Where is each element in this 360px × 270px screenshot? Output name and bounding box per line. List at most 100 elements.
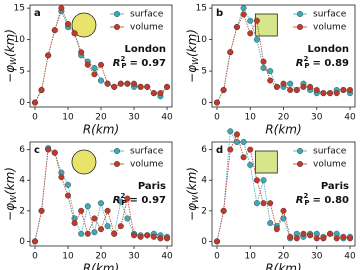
data-point <box>97 61 104 68</box>
data-point <box>84 203 91 210</box>
y-label-sub: W <box>191 194 200 203</box>
legend-label: surface <box>313 147 347 157</box>
data-point <box>273 226 280 233</box>
data-point <box>157 90 164 97</box>
data-point <box>97 226 104 233</box>
data-point <box>253 200 260 207</box>
x-axis-label: R(km) <box>83 262 119 270</box>
city-label: Paris <box>138 181 166 192</box>
legend-label: surface <box>130 10 164 20</box>
fit-sup: 2 <box>303 192 308 200</box>
legend-marker <box>113 160 120 167</box>
data-point <box>124 195 131 202</box>
x-axis-label: R(km) <box>83 123 119 137</box>
data-point <box>240 11 247 18</box>
data-point <box>287 80 294 87</box>
data-point <box>45 52 52 59</box>
x-tick-label: 20 <box>95 252 107 262</box>
data-point <box>104 223 111 230</box>
data-point <box>340 86 347 93</box>
data-point <box>280 80 287 87</box>
data-point <box>144 83 151 90</box>
data-point <box>111 230 118 237</box>
x-tick-label: 10 <box>245 113 257 123</box>
y-label-unit: (km) <box>185 29 199 57</box>
legend-marker <box>297 24 304 31</box>
data-point <box>327 90 334 97</box>
y-tick-label: 10 <box>14 35 26 45</box>
y-tick-label: 4 <box>201 176 207 186</box>
data-point <box>213 238 220 245</box>
data-point <box>267 200 274 207</box>
fit-value: = 0.97 <box>129 58 166 69</box>
data-point <box>31 99 38 106</box>
data-point <box>64 20 71 27</box>
data-point <box>131 232 138 239</box>
x-tick-label: 0 <box>214 252 220 262</box>
x-tick-label: 20 <box>95 113 107 123</box>
data-point <box>333 235 340 242</box>
data-point <box>84 230 91 237</box>
data-point <box>150 233 157 240</box>
x-tick-label: 0 <box>32 252 38 262</box>
y-label-unit: (km) <box>3 29 17 57</box>
fit-sub: P <box>304 62 309 70</box>
data-point <box>220 207 227 214</box>
legend-marker <box>297 10 304 17</box>
legend-marker <box>297 147 304 154</box>
data-point <box>51 27 58 34</box>
data-point <box>111 83 118 90</box>
data-point <box>333 90 340 97</box>
fit-value: = 0.89 <box>312 58 349 69</box>
panel-letter: a <box>34 8 41 19</box>
data-point <box>260 177 267 184</box>
data-point <box>78 230 85 237</box>
data-point <box>45 146 52 153</box>
fit-sup: 2 <box>120 55 125 63</box>
panel-letter: d <box>216 145 223 156</box>
data-point <box>58 5 65 12</box>
data-point <box>313 235 320 242</box>
data-point <box>253 177 260 184</box>
data-point <box>320 90 327 97</box>
y-label-unit: (km) <box>185 167 199 195</box>
x-tick-label: 10 <box>245 252 257 262</box>
y-axis-label: −φW(km) <box>185 29 200 83</box>
data-point <box>91 215 98 222</box>
data-point <box>131 80 138 87</box>
y-tick-label: 2 <box>201 206 207 216</box>
y-tick-label: 6 <box>19 145 25 155</box>
x-tick-label: 40 <box>161 252 173 262</box>
fit-symbol: R <box>296 58 304 69</box>
data-point <box>38 207 45 214</box>
data-point <box>124 80 131 87</box>
fit-sub: P <box>121 62 126 70</box>
data-point <box>97 200 104 207</box>
fit-symbol: R <box>296 195 304 206</box>
y-tick-label: 15 <box>196 4 207 14</box>
shape-icon <box>71 12 97 38</box>
y-tick-label: 10 <box>196 35 208 45</box>
x-tick-label: 20 <box>278 113 290 123</box>
data-point <box>307 232 314 239</box>
data-point <box>137 233 144 240</box>
data-point <box>240 154 247 161</box>
shape-icon <box>254 13 278 37</box>
data-point <box>247 30 254 37</box>
legend-marker <box>113 147 120 154</box>
data-point <box>227 128 234 135</box>
y-axis-label: −φW(km) <box>3 29 18 83</box>
x-tick-label: 10 <box>62 252 74 262</box>
data-point <box>347 235 354 242</box>
data-point <box>71 220 78 227</box>
y-tick-label: 5 <box>19 67 25 77</box>
data-point <box>64 181 71 188</box>
x-tick-label: 10 <box>62 113 74 123</box>
data-point <box>117 80 124 87</box>
legend-label: surface <box>313 10 347 20</box>
